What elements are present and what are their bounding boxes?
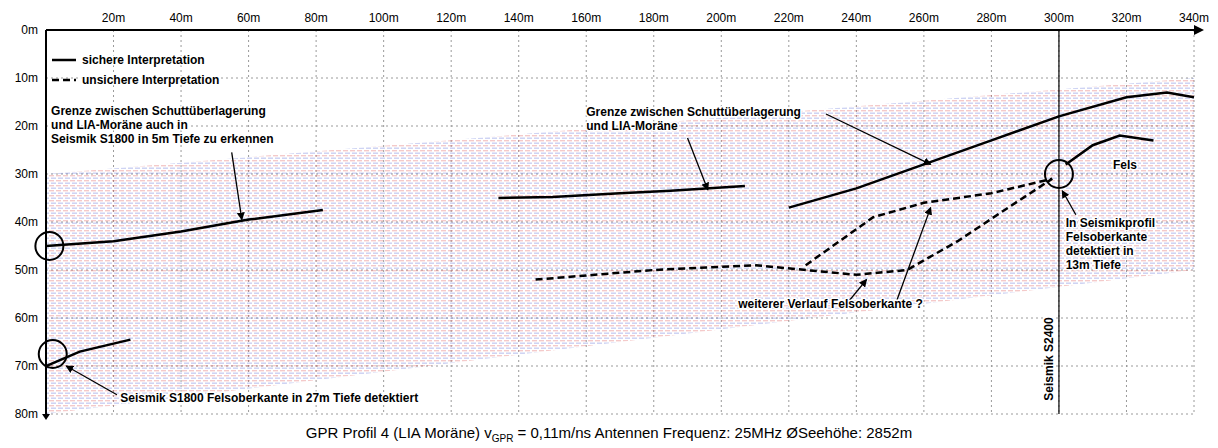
svg-text:Grenze zwischen Schuttüberlage: Grenze zwischen Schuttüberlagerungund LI… (586, 105, 801, 133)
svg-text:320m: 320m (1111, 11, 1141, 25)
svg-text:50m: 50m (15, 263, 38, 277)
svg-text:160m: 160m (571, 11, 601, 25)
svg-text:80m: 80m (15, 407, 38, 421)
svg-text:100m: 100m (369, 11, 399, 25)
svg-text:Grenze zwischen Schuttüberlage: Grenze zwischen Schuttüberlagerungund LI… (51, 104, 274, 146)
svg-text:20m: 20m (102, 11, 125, 25)
svg-text:0m: 0m (21, 23, 38, 37)
svg-text:10m: 10m (15, 71, 38, 85)
svg-text:Seismik S1800 Felsoberkante in: Seismik S1800 Felsoberkante in 27m Tiefe… (120, 391, 418, 405)
svg-text:240m: 240m (841, 11, 871, 25)
svg-text:30m: 30m (15, 167, 38, 181)
svg-text:200m: 200m (706, 11, 736, 25)
svg-text:220m: 220m (774, 11, 804, 25)
svg-text:180m: 180m (639, 11, 669, 25)
svg-text:In SeismikprofilFelsoberkanted: In SeismikprofilFelsoberkantedetektiert … (1066, 216, 1155, 272)
svg-text:60m: 60m (15, 311, 38, 325)
svg-text:40m: 40m (15, 215, 38, 229)
svg-text:Fels: Fels (1113, 158, 1137, 172)
svg-text:70m: 70m (15, 359, 38, 373)
svg-text:weiterer Verlauf Felsoberkante: weiterer Verlauf Felsoberkante ? (737, 297, 923, 311)
svg-text:280m: 280m (976, 11, 1006, 25)
svg-text:sichere Interpretation: sichere Interpretation (82, 53, 205, 67)
svg-text:140m: 140m (504, 11, 534, 25)
svg-text:340m: 340m (1179, 11, 1209, 25)
svg-text:20m: 20m (15, 119, 38, 133)
svg-text:120m: 120m (436, 11, 466, 25)
svg-text:Seismik S2400: Seismik S2400 (1042, 317, 1056, 401)
svg-text:80m: 80m (304, 11, 327, 25)
svg-text:300m: 300m (1044, 11, 1074, 25)
svg-text:40m: 40m (169, 11, 192, 25)
svg-text:unsichere Interpretation: unsichere Interpretation (82, 73, 219, 87)
svg-text:60m: 60m (237, 11, 260, 25)
svg-text:260m: 260m (909, 11, 939, 25)
html-text:GPR Profil 4 (LIA Moräne) vGPR: GPR Profil 4 (LIA Moräne) vGPR= 0,11m/ns… (305, 424, 913, 444)
